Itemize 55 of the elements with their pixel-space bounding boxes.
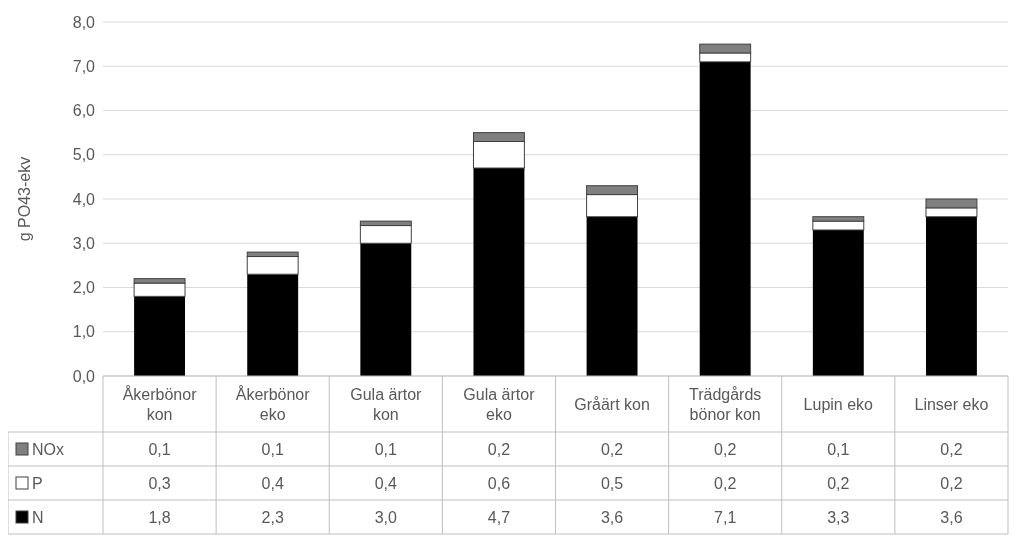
- x-tick-label: Åkerbönor eko: [235, 384, 311, 423]
- x-tick-label: Gula ärtor eko: [463, 385, 536, 423]
- data-label: 1,8: [148, 508, 171, 526]
- data-label: 0,2: [714, 474, 737, 492]
- data-label: 0,2: [940, 474, 963, 492]
- bar: [133, 282, 186, 297]
- data-label: 3,0: [374, 508, 398, 526]
- data-label: 0,2: [827, 474, 850, 492]
- data-label: 4,7: [487, 508, 511, 526]
- y-tick-label: 6,0: [72, 102, 96, 120]
- legend-label: N: [32, 508, 44, 526]
- data-label: 0,6: [487, 474, 511, 492]
- x-tick-label: Gråärt kon: [574, 395, 650, 413]
- x-tick-label: Trädgårds bönor kon: [689, 385, 762, 423]
- data-label: 0,2: [487, 440, 511, 458]
- bar: [247, 274, 299, 376]
- y-tick-label: 7,0: [72, 57, 96, 75]
- bar: [925, 216, 977, 376]
- data-label: 0,1: [148, 440, 171, 458]
- data-label: 0,1: [374, 440, 398, 458]
- x-tick-label: Linser eko: [914, 395, 989, 413]
- data-label: 3,6: [940, 508, 963, 526]
- bar: [473, 168, 525, 376]
- y-tick-label: 5,0: [72, 146, 96, 164]
- data-label: 0,3: [148, 474, 171, 492]
- data-label: 0,4: [261, 474, 284, 492]
- x-tick-label: Lupin eko: [803, 395, 874, 413]
- bar: [699, 61, 751, 376]
- bar: [360, 243, 412, 376]
- data-label: 0,2: [600, 440, 624, 458]
- data-label: 0,1: [827, 440, 850, 458]
- legend-label: P: [32, 474, 43, 492]
- data-label: 0,4: [374, 474, 398, 492]
- x-tick-label: Gula ärtor kon: [350, 385, 423, 423]
- x-tick-label: Åkerbönor kon: [122, 384, 198, 423]
- data-label: 0,2: [714, 440, 737, 458]
- bar: [812, 220, 865, 231]
- bar: [134, 296, 186, 376]
- y-tick-label: 3,0: [72, 234, 96, 252]
- data-label: 0,1: [261, 440, 284, 458]
- y-tick-label: 0,0: [72, 367, 96, 385]
- data-label: 3,6: [600, 508, 624, 526]
- y-tick-label: 1,0: [72, 323, 96, 341]
- y-tick-label: 2,0: [72, 279, 96, 297]
- data-label: 7,1: [714, 508, 737, 526]
- data-label: 0,5: [600, 474, 624, 492]
- bar: [586, 216, 638, 376]
- y-tick-label: 8,0: [72, 13, 96, 31]
- y-axis-title: g PO43-ekv: [16, 156, 33, 242]
- bar: [812, 229, 864, 376]
- legend-label: NOx: [32, 440, 64, 458]
- data-label: 3,3: [827, 508, 850, 526]
- data-label: 2,3: [261, 508, 284, 526]
- y-tick-label: 4,0: [72, 190, 96, 208]
- data-label: 0,2: [940, 440, 963, 458]
